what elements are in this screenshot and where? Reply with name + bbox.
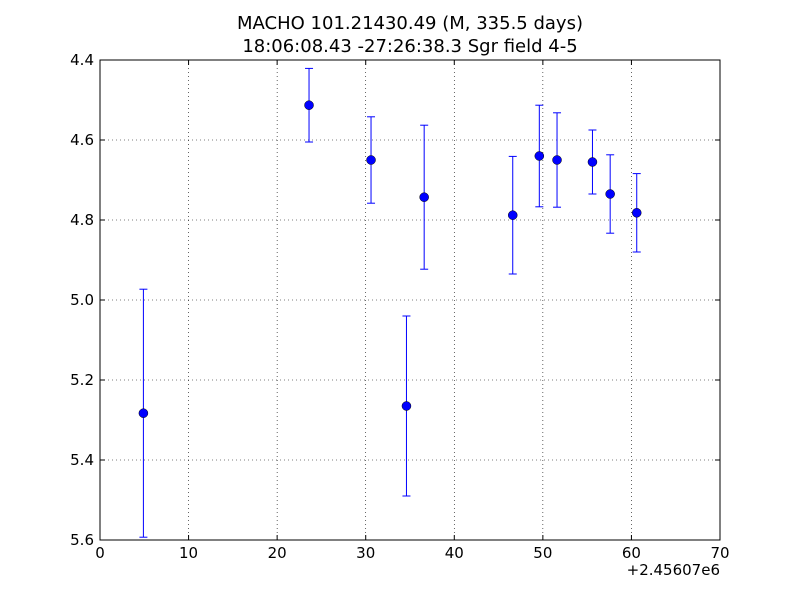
data-point (552, 155, 562, 165)
y-tick-label: 4.4 (70, 51, 94, 69)
y-tick-label: 5.4 (70, 451, 94, 469)
x-offset-label: +2.45607e6 (627, 561, 720, 579)
x-tick-label: 40 (445, 544, 464, 562)
y-tick-label: 4.6 (70, 131, 94, 149)
x-tick-label: 70 (710, 544, 729, 562)
data-point (401, 401, 412, 411)
x-tick-label: 10 (179, 544, 198, 562)
y-tick-label: 5.0 (70, 291, 94, 309)
data-point (138, 408, 149, 418)
y-tick-label: 5.6 (70, 531, 94, 549)
data-point (304, 100, 314, 110)
y-tick-label: 5.2 (70, 371, 94, 389)
data-point (507, 210, 518, 220)
x-tick-label: 60 (622, 544, 641, 562)
y-tick-label: 4.8 (70, 211, 94, 229)
x-tick-labels: 0 10 20 30 40 50 60 70 (95, 544, 729, 562)
data-point (366, 155, 376, 165)
x-tick-label: 20 (268, 544, 287, 562)
data-point (534, 151, 545, 161)
plot-frame (99, 59, 721, 541)
x-tick-label: 50 (533, 544, 552, 562)
grid-lines (100, 60, 720, 540)
data-point (587, 157, 598, 167)
data-point (419, 192, 429, 202)
chart-subtitle: 18:06:08.43 -27:26:38.3 Sgr field 4-5 (242, 36, 577, 57)
y-tick-labels: 4.4 4.6 4.8 5.0 5.2 5.4 5.6 (70, 51, 94, 549)
x-tick-label: 30 (356, 544, 375, 562)
data-point (605, 189, 615, 199)
chart-title: MACHO 101.21430.49 (M, 335.5 days) (237, 13, 583, 34)
x-tick-label: 0 (95, 544, 105, 562)
data-points (138, 100, 642, 418)
data-point (631, 208, 642, 218)
